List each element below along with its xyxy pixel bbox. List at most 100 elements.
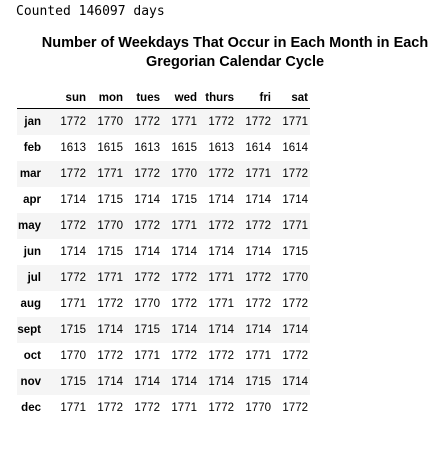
table-cell: 1714: [273, 369, 310, 395]
row-label-aug: aug: [17, 291, 51, 317]
row-label-may: may: [17, 213, 51, 239]
table-caption-line-1: Number of Weekdays That Occur in Each Mo…: [0, 34, 446, 53]
table-cell: 1772: [199, 343, 236, 369]
table-cell: 1613: [51, 135, 88, 161]
table-cell: 1613: [199, 135, 236, 161]
table-cell: 1772: [199, 213, 236, 239]
row-label-sept: sept: [17, 317, 51, 343]
table-cell: 1613: [125, 135, 162, 161]
row-label-nov: nov: [17, 369, 51, 395]
column-header-fri: fri: [236, 87, 273, 109]
table-caption-line-2: Gregorian Calendar Cycle: [0, 53, 446, 72]
table-cell: 1714: [162, 317, 199, 343]
table-cell: 1772: [199, 109, 236, 136]
table-cell: 1714: [199, 369, 236, 395]
table-cell: 1772: [236, 291, 273, 317]
table-cell: 1714: [51, 239, 88, 265]
table-cell: 1714: [125, 239, 162, 265]
table-cell: 1772: [125, 109, 162, 136]
table-cell: 1770: [273, 265, 310, 291]
table-cell: 1714: [236, 187, 273, 213]
table-cell: 1714: [162, 239, 199, 265]
table-cell: 1771: [125, 343, 162, 369]
table-cell: 1714: [199, 187, 236, 213]
table-cell: 1770: [88, 109, 125, 136]
table-cell: 1714: [273, 317, 310, 343]
table-cell: 1771: [51, 395, 88, 421]
table-cell: 1715: [51, 317, 88, 343]
table-cell: 1772: [199, 395, 236, 421]
table-cell: 1772: [199, 161, 236, 187]
table-cell: 1771: [199, 265, 236, 291]
table-row: apr 1714 1715 1714 1715 1714 1714 1714: [17, 187, 310, 213]
table-cell: 1772: [236, 109, 273, 136]
table-cell: 1714: [51, 187, 88, 213]
table-cell: 1714: [125, 369, 162, 395]
column-header-thurs: thurs: [199, 87, 236, 109]
table-row: jul 1772 1771 1772 1772 1771 1772 1770: [17, 265, 310, 291]
table-cell: 1770: [88, 213, 125, 239]
table-cell: 1771: [236, 343, 273, 369]
row-label-jul: jul: [17, 265, 51, 291]
table-row: aug 1771 1772 1770 1772 1771 1772 1772: [17, 291, 310, 317]
table-row: may 1772 1770 1772 1771 1772 1772 1771: [17, 213, 310, 239]
table-cell: 1771: [273, 109, 310, 136]
table-cell: 1770: [51, 343, 88, 369]
table-cell: 1772: [88, 291, 125, 317]
row-label-mar: mar: [17, 161, 51, 187]
table-cell: 1772: [273, 343, 310, 369]
row-label-feb: feb: [17, 135, 51, 161]
table-cell: 1714: [236, 317, 273, 343]
row-label-apr: apr: [17, 187, 51, 213]
table-cell: 1714: [273, 187, 310, 213]
row-label-dec: dec: [17, 395, 51, 421]
table-row: oct 1770 1772 1771 1772 1772 1771 1772: [17, 343, 310, 369]
table-cell: 1772: [273, 395, 310, 421]
table-cell: 1772: [51, 265, 88, 291]
table-cell: 1772: [51, 161, 88, 187]
table-cell: 1772: [51, 109, 88, 136]
table-row: dec 1771 1772 1772 1771 1772 1770 1772: [17, 395, 310, 421]
table-cell: 1772: [162, 265, 199, 291]
table-cell: 1715: [51, 369, 88, 395]
table-header: sun mon tues wed thurs fri sat: [17, 87, 310, 109]
stdout-text: Counted 146097 days: [16, 4, 165, 20]
table-cell: 1772: [125, 265, 162, 291]
table-cell: 1614: [273, 135, 310, 161]
table-cell: 1715: [273, 239, 310, 265]
table-caption: Number of Weekdays That Occur in Each Mo…: [0, 34, 446, 72]
table-cell: 1772: [51, 213, 88, 239]
table-cell: 1772: [273, 291, 310, 317]
table-cell: 1715: [236, 369, 273, 395]
header-row: sun mon tues wed thurs fri sat: [17, 87, 310, 109]
column-header-mon: mon: [88, 87, 125, 109]
table-cell: 1772: [236, 265, 273, 291]
table-cell: 1772: [125, 395, 162, 421]
table-cell: 1771: [273, 213, 310, 239]
table-cell: 1772: [273, 161, 310, 187]
table-cell: 1772: [236, 213, 273, 239]
table-cell: 1772: [88, 343, 125, 369]
table-cell: 1714: [199, 317, 236, 343]
table-cell: 1772: [125, 161, 162, 187]
table-row: nov 1715 1714 1714 1714 1714 1715 1714: [17, 369, 310, 395]
table-cell: 1771: [199, 291, 236, 317]
table-cell: 1715: [88, 187, 125, 213]
table-cell: 1772: [162, 343, 199, 369]
table-cell: 1771: [88, 161, 125, 187]
column-header-sat: sat: [273, 87, 310, 109]
table-cell: 1772: [162, 291, 199, 317]
table-row: jun 1714 1715 1714 1714 1714 1714 1715: [17, 239, 310, 265]
table-cell: 1614: [236, 135, 273, 161]
column-header-sun: sun: [51, 87, 88, 109]
table-cell: 1615: [88, 135, 125, 161]
table-cell: 1770: [236, 395, 273, 421]
row-label-oct: oct: [17, 343, 51, 369]
table-cell: 1714: [162, 369, 199, 395]
table-cell: 1771: [51, 291, 88, 317]
table-cell: 1771: [162, 109, 199, 136]
index-header: [17, 87, 51, 109]
table-cell: 1714: [125, 187, 162, 213]
table-cell: 1771: [236, 161, 273, 187]
table-cell: 1714: [236, 239, 273, 265]
